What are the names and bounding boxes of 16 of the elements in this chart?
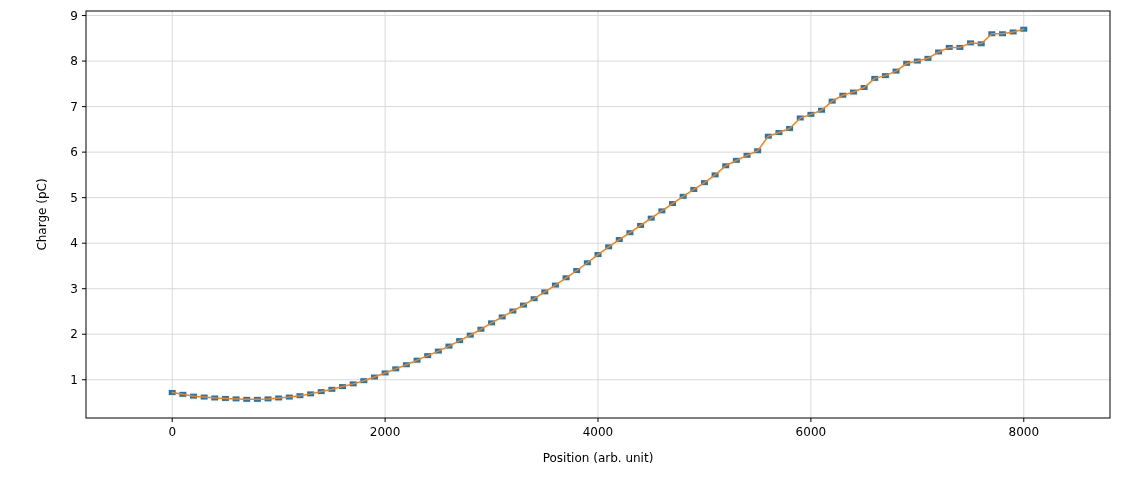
x-tick-label: 8000	[1008, 425, 1040, 439]
y-tick-label: 2	[70, 327, 78, 342]
x-tick-label: 2000	[369, 425, 401, 439]
x-tick-label: 6000	[795, 425, 827, 439]
y-tick-label: 8	[70, 54, 78, 69]
y-tick-label: 4	[70, 236, 78, 251]
y-tick-label: 5	[70, 190, 78, 205]
x-tick-label: 0	[168, 425, 177, 439]
x-axis-title: Position (arb. unit)	[542, 451, 654, 465]
y-tick-label: 1	[70, 372, 78, 387]
y-tick-label: 6	[70, 145, 78, 160]
y-tick-label: 3	[70, 281, 78, 296]
y-tick-label: 9	[70, 8, 78, 23]
x-tick-label: 4000	[582, 425, 614, 439]
y-axis-title: Charge (pC)	[35, 178, 49, 251]
y-tick-label: 7	[70, 99, 78, 114]
